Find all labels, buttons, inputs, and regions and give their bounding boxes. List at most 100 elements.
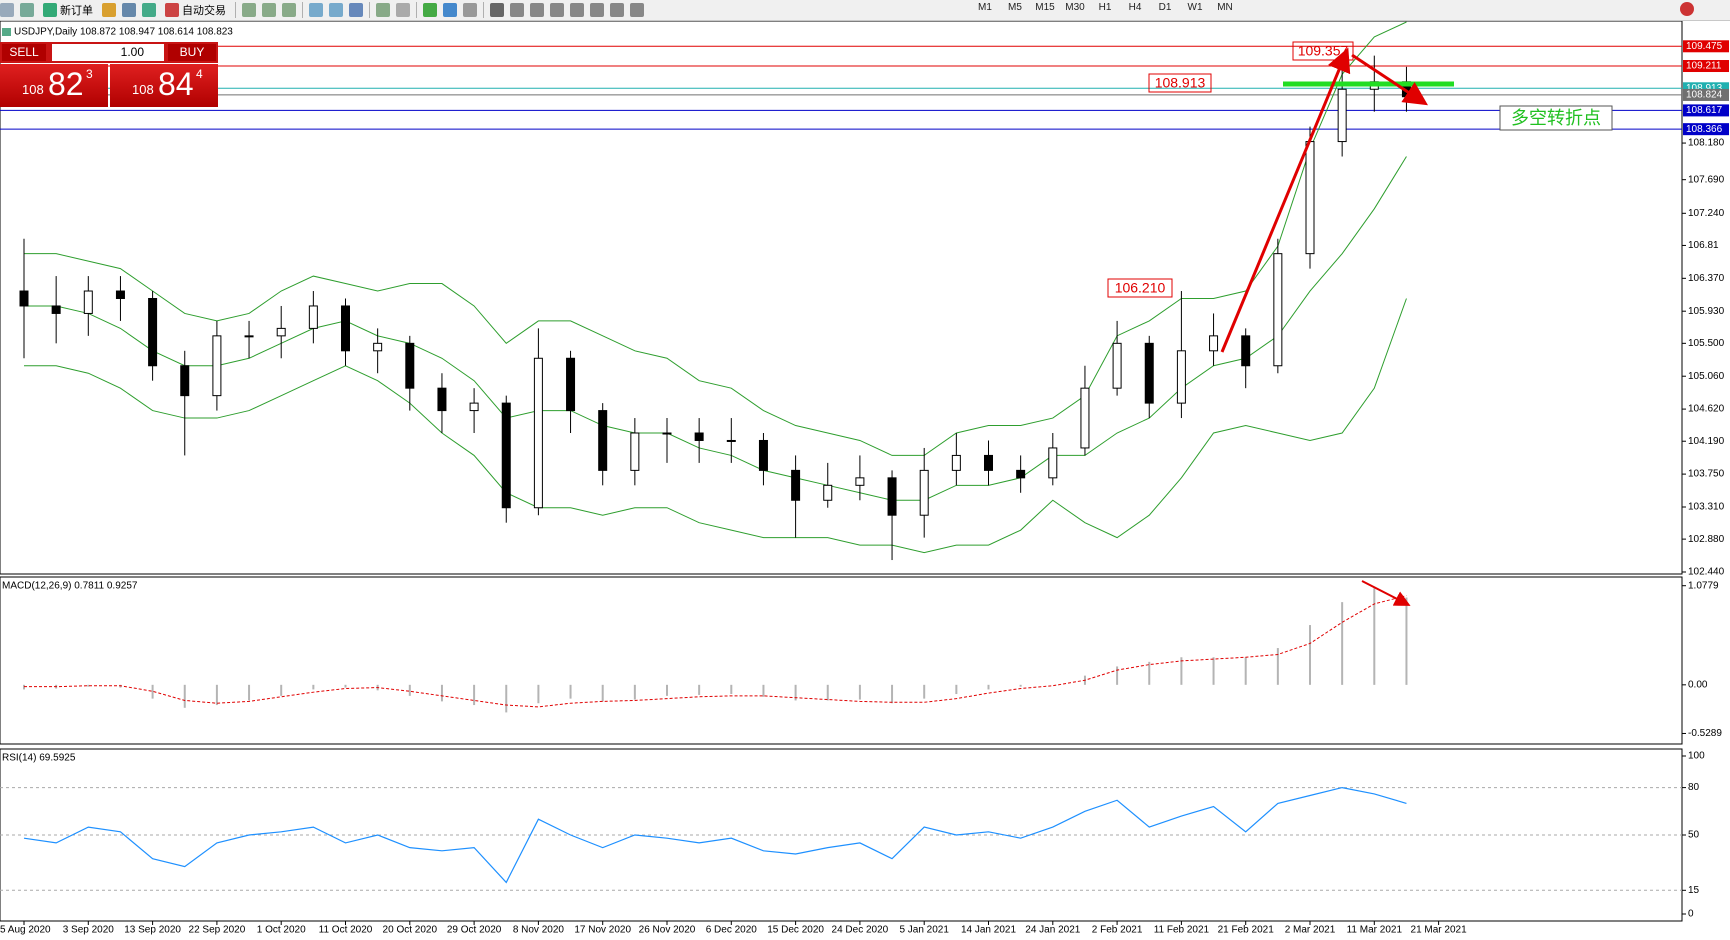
icon [550, 3, 564, 17]
buy-button[interactable]: BUY [168, 44, 216, 61]
price-point: 3 [86, 67, 93, 81]
timeframe-button[interactable]: H1 [1098, 2, 1112, 13]
icon [530, 3, 544, 17]
timeframe-button[interactable]: MN [1217, 2, 1233, 13]
annotation-box [1107, 278, 1173, 298]
y-tick-label: 0 [1688, 909, 1694, 920]
y-tick-label: 104.620 [1688, 404, 1725, 415]
x-tick-label: 3 Sep 2020 [63, 925, 115, 936]
notification-icon[interactable] [1680, 2, 1694, 16]
x-tick-label: 2 Feb 2021 [1092, 925, 1143, 936]
candle-body [533, 357, 543, 509]
icon [610, 3, 624, 17]
y-tick-label: 103.310 [1688, 502, 1725, 513]
annotation-box [1148, 73, 1212, 93]
new-order-button[interactable]: 新订单 [40, 2, 96, 18]
bollinger-upper [24, 21, 1407, 456]
x-tick-label: 5 Jan 2021 [899, 925, 949, 936]
y-tick-label: 1.0779 [1688, 580, 1719, 591]
timeframe-button[interactable]: D1 [1158, 2, 1172, 13]
y-tick-label: 15 [1688, 885, 1700, 896]
macd-arrow [1361, 580, 1411, 606]
candle-body [469, 402, 479, 412]
timeframe-button[interactable]: M30 [1065, 2, 1085, 13]
macd-pane-border [0, 576, 1683, 745]
one-click-trading-panel: SELL 1.00 BUY 108 82 3 108 84 4 [0, 42, 218, 107]
icon [242, 3, 256, 17]
y-tick-label: 80 [1688, 782, 1700, 793]
auto-trading-button[interactable]: 自动交易 [162, 2, 229, 18]
x-tick-label: 13 Sep 2020 [124, 925, 181, 936]
reversal-arrow [1351, 53, 1429, 106]
level-label: 108.366 [1686, 124, 1723, 135]
icon [349, 3, 363, 17]
buy-price-box[interactable]: 108 84 4 [110, 64, 218, 107]
x-tick-label: 2 Mar 2021 [1285, 925, 1336, 936]
candle-body [1241, 335, 1251, 367]
symbol-info: USDJPY,Daily 108.872 108.947 108.614 108… [14, 27, 233, 38]
sell-price-box[interactable]: 108 82 3 [0, 64, 108, 107]
macd-pane: 1.0779 0.00 -0.5289 [23, 580, 1722, 739]
annotation-text: 106.210 [1115, 280, 1166, 296]
timeframe-button[interactable]: M1 [978, 2, 992, 13]
rsi-pane: 100 80 50 15 0 [0, 751, 1705, 920]
annotation-text: 109.357 [1298, 43, 1349, 59]
x-tick-label: 17 Nov 2020 [574, 925, 631, 936]
candle-body [823, 484, 833, 501]
level-tag [1683, 123, 1729, 136]
x-tick-label: 1 Oct 2020 [257, 925, 306, 936]
timeframe-button[interactable]: H4 [1128, 2, 1142, 13]
icon [165, 3, 179, 17]
annotation-text: 108.913 [1155, 75, 1206, 91]
candle-body [437, 387, 447, 412]
candle-body [212, 335, 222, 397]
x-tick-label: 21 Mar 2021 [1411, 925, 1468, 936]
timeframe-button[interactable]: W1 [1187, 2, 1203, 13]
x-tick-label: 21 Feb 2021 [1218, 925, 1275, 936]
x-tick-label: 11 Oct 2020 [319, 925, 373, 936]
y-tick-label: 102.880 [1688, 534, 1725, 545]
candle-body [1273, 253, 1283, 367]
y-tick-label: 0.00 [1688, 679, 1708, 690]
candle-body [180, 365, 190, 397]
separator [416, 2, 417, 18]
candle-body [984, 454, 993, 471]
icon [396, 3, 410, 17]
button-label: 新订单 [60, 5, 93, 17]
candle-body [115, 290, 125, 299]
x-tick-label: 24 Jan 2021 [1025, 925, 1080, 936]
x-tick-label: 11 Mar 2021 [1347, 925, 1403, 936]
price-pips: 84 [158, 66, 194, 102]
rsi-line [23, 786, 1407, 884]
icon [262, 3, 276, 17]
candle-body [662, 432, 672, 435]
candle-body [1048, 447, 1058, 479]
timeframe-button[interactable]: M5 [1008, 2, 1022, 13]
annotations: 109.357 108.913 106.210 多空转折点 [1107, 41, 1613, 298]
candle-body [148, 297, 158, 367]
lot-input[interactable]: 1.00 [52, 44, 164, 61]
x-tick-label: 14 Jan 2021 [961, 925, 1016, 936]
candle-body [726, 439, 736, 442]
timeframe-button[interactable]: M15 [1035, 2, 1055, 13]
candle-body [244, 335, 254, 338]
level-label: 108.913 [1686, 83, 1723, 94]
x-tick-label: 26 Nov 2020 [639, 925, 696, 936]
candle-body [566, 357, 576, 412]
timeframe-bar: M1 M5 M15 M30 H1 H4 D1 W1 MN [970, 2, 1240, 13]
icon [376, 3, 390, 17]
y-tick-label: 108.180 [1688, 138, 1725, 149]
y-tick-label: 104.190 [1688, 436, 1725, 447]
candle-body [308, 305, 318, 329]
candle-body [19, 290, 29, 307]
sell-button[interactable]: SELL [2, 44, 46, 61]
y-tick-label: 105.060 [1688, 371, 1725, 382]
annotation-box [1499, 105, 1613, 131]
icon [443, 3, 457, 17]
level-label: 109.211 [1686, 61, 1722, 72]
icon [590, 3, 604, 17]
x-tick-label: 24 Dec 2020 [832, 925, 889, 936]
uptrend-arrow [1220, 47, 1351, 353]
icon [423, 3, 437, 17]
annotation-text: 多空转折点 [1511, 108, 1601, 128]
